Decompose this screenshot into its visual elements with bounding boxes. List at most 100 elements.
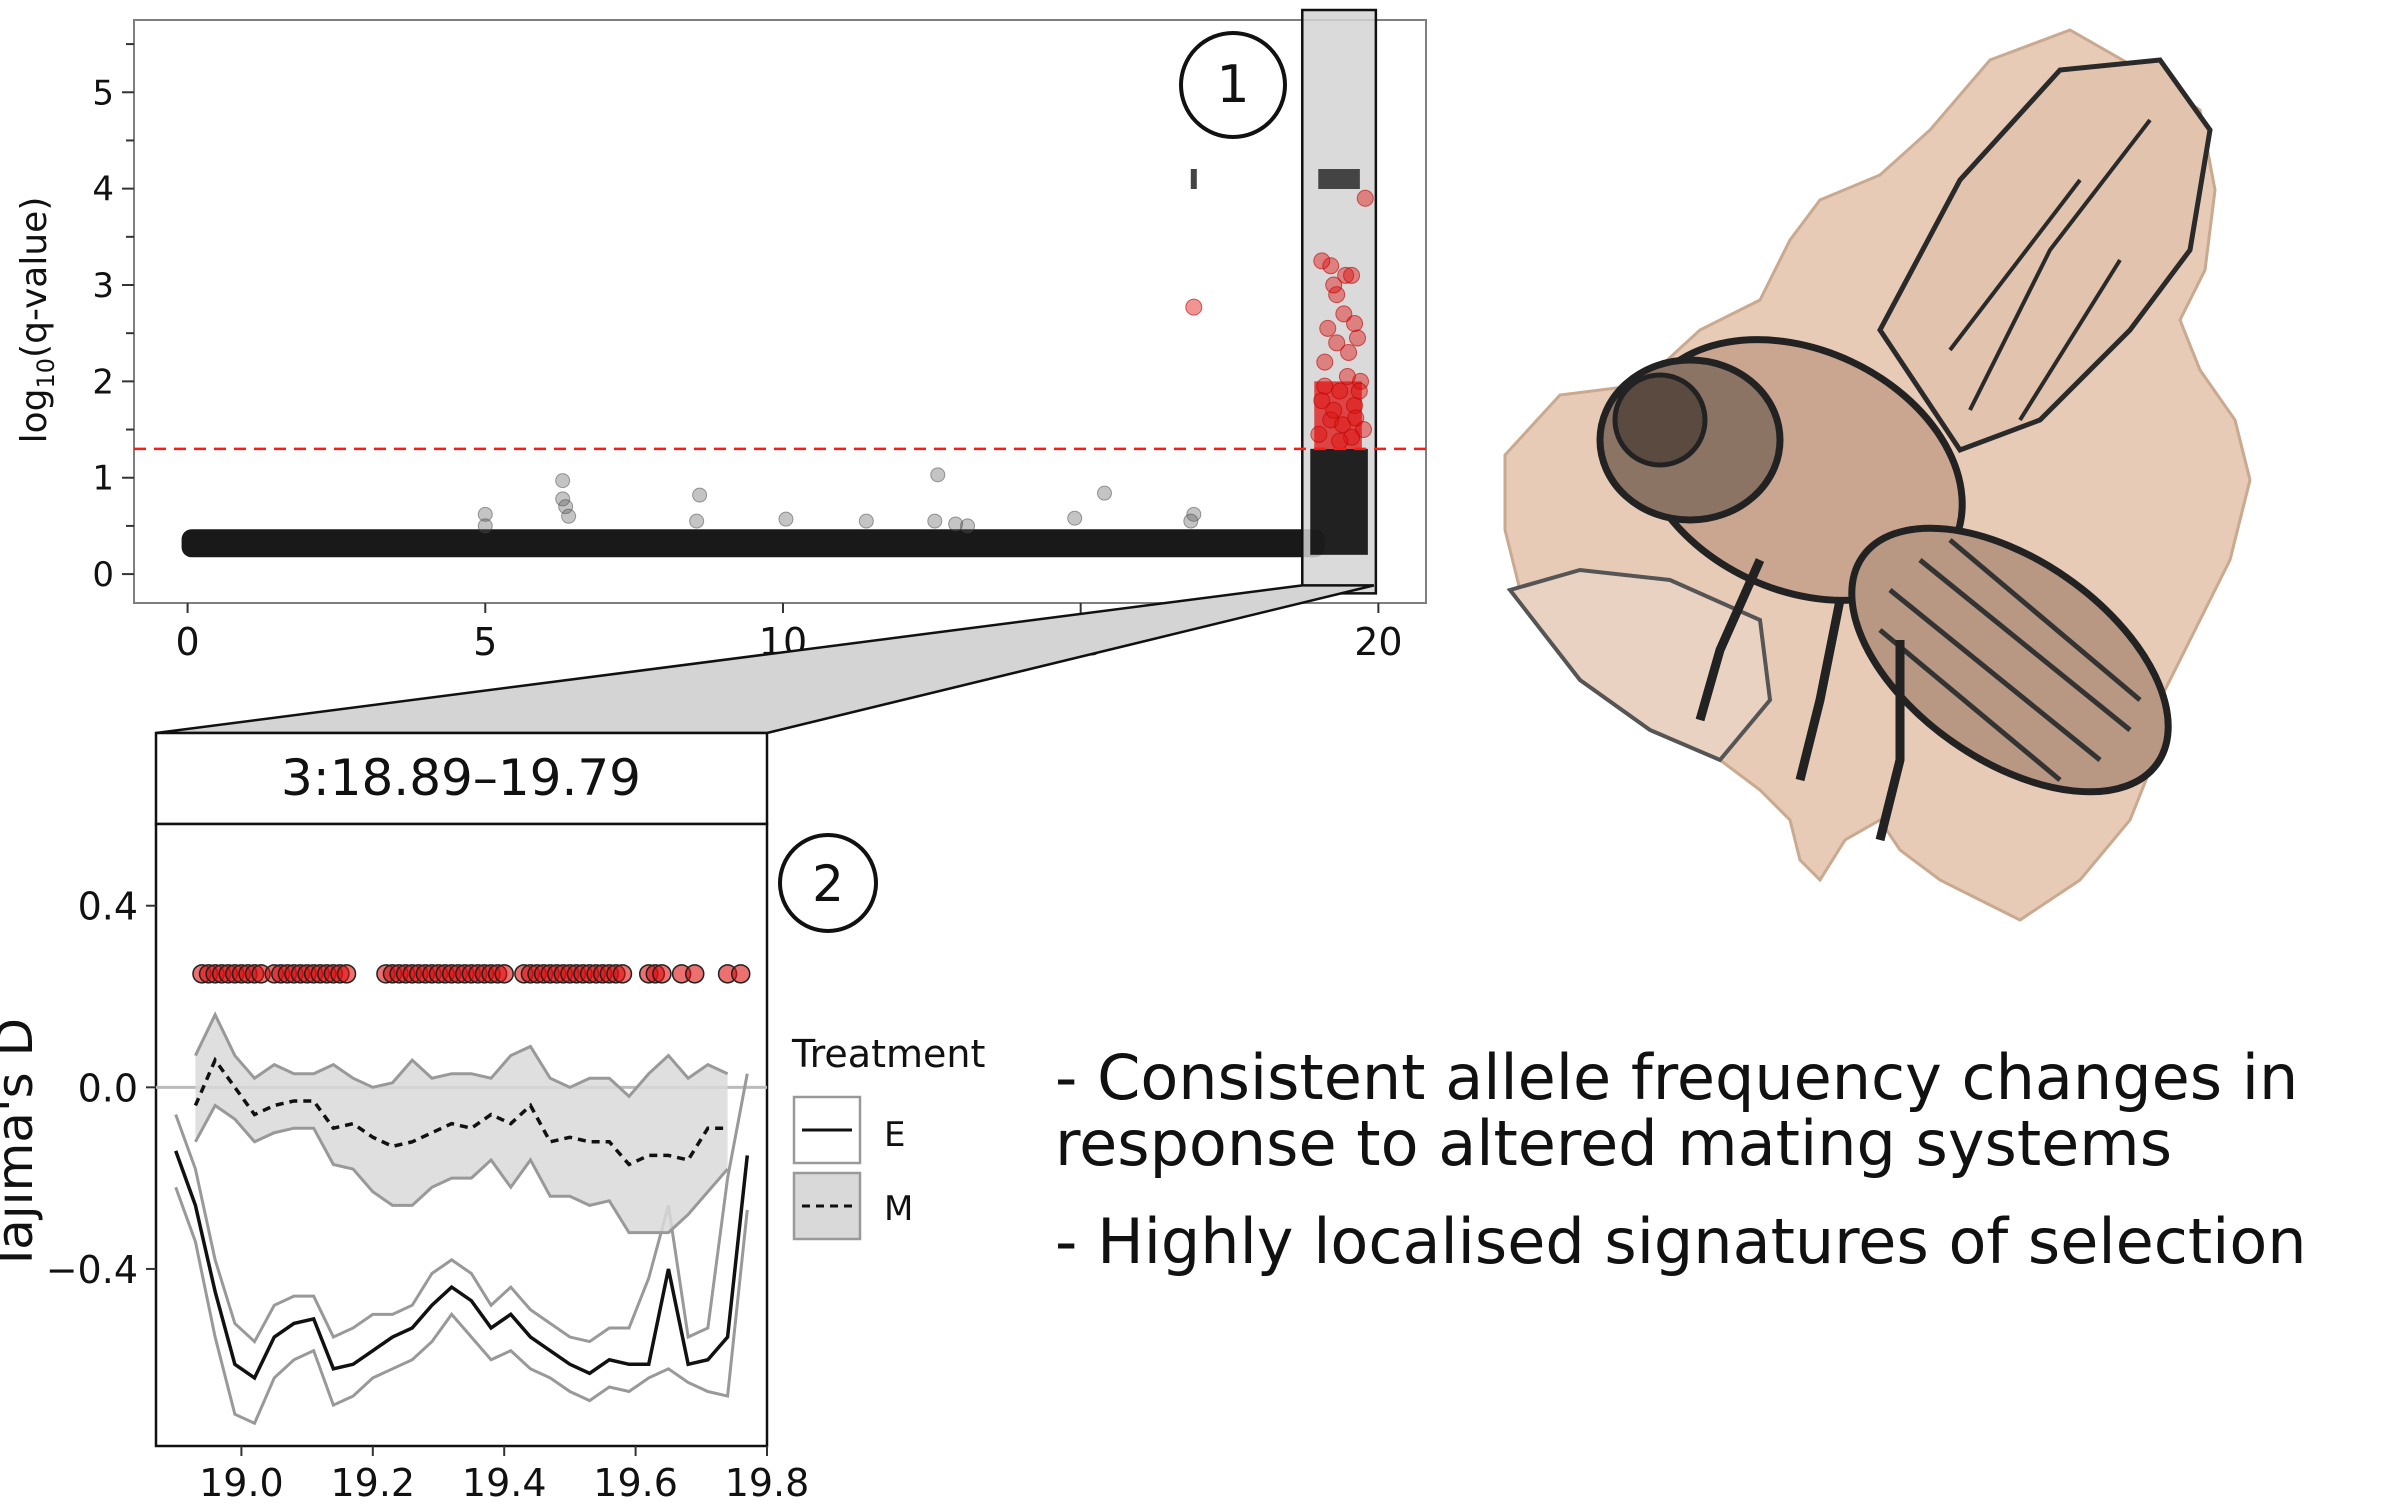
x-tick-label: 20	[1354, 620, 1402, 664]
significant-point	[1322, 257, 1340, 275]
scatter-point	[778, 511, 794, 527]
y-tick-label: 4	[92, 170, 114, 210]
strip-title: 3:18.89–19.79	[281, 749, 641, 807]
x-tick-label: 5	[473, 620, 497, 664]
series-line-M	[193, 1056, 728, 1167]
significant-point	[1325, 276, 1343, 294]
significant-point	[1347, 409, 1365, 427]
significant-point	[1338, 368, 1356, 386]
significant-point	[1310, 425, 1328, 443]
y-axis-label: Tajima's D	[0, 1018, 44, 1273]
snp-point	[336, 964, 357, 984]
scatter-point	[561, 508, 577, 524]
marker-bars	[1190, 169, 1360, 189]
bullet-1: - Consistent allele frequency changes in…	[1055, 1045, 2299, 1180]
background-points	[477, 467, 1202, 534]
snp-point	[730, 964, 751, 984]
significant-point	[1331, 382, 1349, 400]
x-tick-label: 19.4	[462, 1461, 547, 1505]
significant-point	[1337, 266, 1355, 284]
significant-point	[1328, 286, 1346, 304]
dense-point-band	[181, 529, 1325, 558]
snp-point	[494, 964, 514, 984]
significant-point	[1328, 334, 1346, 352]
fly-wing-upper	[1877, 57, 2213, 454]
scatter-point	[692, 487, 708, 503]
ribbons	[174, 1011, 749, 1426]
significant-point	[1356, 189, 1374, 207]
y-axis-label: log10(q-value)	[14, 197, 60, 444]
scatter-point	[1067, 510, 1083, 526]
y-tick-label: −0.4	[46, 1248, 138, 1292]
scatter-point	[948, 516, 964, 532]
scatter-point	[960, 518, 976, 534]
bullet-text-box: - Consistent allele frequency changes in…	[1055, 1045, 2307, 1278]
legend: Treatment E M	[791, 1032, 985, 1241]
significant-point	[1313, 392, 1331, 410]
significant-point	[1335, 305, 1353, 323]
significant-point	[1346, 315, 1364, 333]
y-tick-label: 0	[92, 555, 114, 595]
y-tick-label: 1	[92, 459, 114, 499]
scatter-point	[1096, 485, 1112, 501]
y-tick-label: 2	[92, 362, 114, 402]
series-lines	[174, 1056, 750, 1381]
snp-point	[612, 964, 633, 984]
ribbon-lower-E	[174, 1186, 749, 1426]
y-tick-label: 3	[92, 266, 114, 306]
panel-2-number: 2	[812, 855, 844, 913]
ribbon-upper-E	[174, 1073, 749, 1344]
snp-point	[652, 964, 672, 984]
fly-legs	[1695, 558, 1905, 842]
x-axis-ticks: 19.0 19.2 19.4 19.6 19.8	[199, 1446, 809, 1505]
significant-point	[1319, 319, 1337, 337]
legend-label-e: E	[884, 1115, 905, 1155]
scatter-point	[858, 513, 874, 529]
baseline-band	[181, 529, 1325, 558]
ribbon-lower-M	[194, 1103, 729, 1235]
ribbon-upper-M	[194, 1011, 729, 1099]
x-tick-label: 19.8	[725, 1461, 810, 1505]
scatter-point	[477, 518, 493, 534]
significant-point	[1325, 401, 1343, 419]
x-tick-label: 19.6	[593, 1461, 678, 1505]
significant-point	[1349, 329, 1367, 347]
scatter-point	[558, 499, 574, 515]
y-tick-label: 0.4	[78, 885, 138, 929]
scatter-point	[1183, 513, 1199, 529]
x-tick-label: 19.0	[199, 1461, 284, 1505]
snp-points	[192, 964, 751, 984]
snp-point	[684, 964, 705, 984]
scatter-point	[555, 473, 571, 489]
fly-tattoo-icon	[1503, 28, 2252, 922]
significant-point	[1350, 382, 1368, 400]
dense-region-points	[1310, 448, 1368, 555]
scatter-point	[477, 506, 493, 522]
marker-bar	[1318, 169, 1360, 189]
marker-bar	[1190, 169, 1197, 189]
bullet-2: - Highly localised signatures of selecti…	[1055, 1205, 2307, 1278]
tajimas-d-plot: 3:18.89–19.79 0.40.0−0.4 19.0 19.2 19.4 19.…	[0, 731, 985, 1505]
significant-point	[1316, 353, 1334, 371]
significant-point	[1343, 266, 1361, 284]
scatter-point	[930, 467, 946, 483]
significant-point	[1340, 343, 1358, 361]
significant-point	[1185, 298, 1203, 316]
legend-label-m: M	[884, 1189, 913, 1229]
significant-point	[1313, 252, 1331, 270]
y-tick-label: 5	[92, 73, 114, 113]
highlighted-points	[1185, 189, 1374, 555]
zoom-connector	[155, 584, 1375, 735]
y-tick-label: 0.0	[78, 1066, 138, 1110]
x-tick-label: 0	[175, 620, 199, 664]
x-tick-label: 19.2	[331, 1461, 416, 1505]
ribbon-M	[195, 1014, 728, 1233]
panel-1-badge	[1179, 31, 1287, 139]
series-line-E	[174, 1150, 750, 1381]
fly-abdomen	[1848, 524, 2172, 796]
scatter-point	[555, 491, 571, 507]
strip-header	[154, 731, 769, 826]
significant-point	[1331, 432, 1349, 450]
